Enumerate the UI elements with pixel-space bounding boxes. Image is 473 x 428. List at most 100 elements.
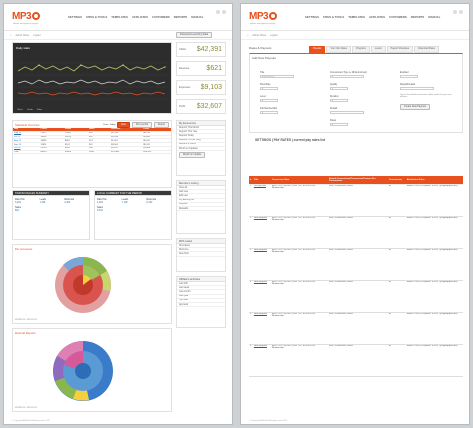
table-cell[interactable]: Total [13, 150, 40, 155]
table-cell[interactable]: Jul 13 [13, 135, 40, 140]
field-quality: Quality ▾ [330, 84, 348, 90]
tab-schedules[interactable]: Payout Schedules [386, 46, 414, 53]
table-cell[interactable]: Oct 13 [13, 146, 40, 151]
tab-own-rates[interactable]: Your Own Rates [326, 46, 351, 53]
export-button[interactable]: Export [154, 121, 169, 128]
home-icon[interactable]: ⌂ [10, 33, 12, 37]
col-day[interactable]: Day [13, 128, 40, 132]
table-cell-title[interactable]: New program [252, 216, 271, 249]
tab-programs[interactable]: Programs [351, 46, 370, 53]
table-cell-title[interactable]: New program [252, 248, 271, 281]
table-cell-title[interactable]: New program [252, 344, 271, 377]
help-icon[interactable] [222, 10, 226, 14]
help-icon[interactable] [459, 10, 463, 14]
nav-affiliates[interactable]: AFFILIATES [368, 15, 385, 19]
table-cell[interactable]: Aug 13 [13, 138, 40, 144]
list-item[interactable]: Reports This Year [177, 130, 225, 135]
col-profit[interactable]: Profit [142, 128, 171, 132]
list-item[interactable]: Approval [177, 303, 225, 308]
flows-select[interactable]: ▾ [330, 122, 348, 126]
membership-select[interactable]: ▾ [260, 110, 278, 114]
duration-select[interactable]: ▾ [330, 98, 348, 102]
tab-payouts[interactable]: Payouts [309, 46, 326, 53]
subbar-admin-home[interactable]: Admin Home [252, 33, 267, 37]
list-item[interactable]: Last year [177, 295, 225, 299]
col-clicks[interactable]: Clicks [39, 128, 64, 132]
col-default[interactable]: Default Commission/Conversion/Custom Per… [327, 176, 388, 185]
enabled-checkbox[interactable] [400, 74, 418, 78]
col-commission[interactable]: Commission [387, 176, 406, 185]
table-cell: $5,311 [142, 142, 171, 147]
list-item[interactable]: My Earning list [177, 199, 225, 203]
conversion-select[interactable]: ▾ [330, 74, 364, 78]
list-item[interactable]: Payouts [177, 203, 225, 207]
list-item[interactable]: Month on Updates [177, 147, 225, 152]
tab-levels[interactable]: Levels [370, 46, 386, 53]
title-input[interactable]: Enter the title... [260, 74, 294, 78]
list-item[interactable]: Add new [177, 190, 225, 195]
list-item[interactable]: Top rank [177, 299, 225, 303]
list-item[interactable]: Last 24h [177, 282, 225, 287]
download-launching-button[interactable]: Download Launching Data [176, 32, 213, 38]
nav-templates[interactable]: TEMPLATES [111, 15, 128, 19]
list-item[interactable]: Reports $ Offers [177, 143, 225, 147]
table-cell[interactable]: Sep 13 [13, 142, 40, 147]
subbar-logout[interactable]: Logout [270, 33, 278, 37]
nav-customers[interactable]: CUSTOMERS [151, 15, 170, 19]
col-leads[interactable]: Leads [63, 128, 88, 132]
table-cell-title[interactable]: New program [252, 312, 271, 345]
brand-logo[interactable]: MP3 [12, 11, 41, 22]
level-select[interactable]: ▾ [260, 98, 278, 102]
nav-customers[interactable]: CUSTOMERS [388, 15, 407, 19]
list-item[interactable]: New Post [177, 252, 225, 257]
nav-manual[interactable]: MANUAL [191, 15, 204, 19]
nav-affiliates[interactable]: AFFILIATES [131, 15, 148, 19]
list-item[interactable]: View all [177, 186, 225, 191]
run-button[interactable]: Run [117, 121, 130, 128]
stat-value: $621 [206, 65, 222, 72]
prev-period-button[interactable]: Prev period [131, 121, 153, 128]
col-conversion[interactable]: Conversion Rate [270, 176, 328, 185]
quality-select[interactable]: ▾ [330, 86, 348, 90]
user-icon[interactable] [453, 10, 457, 14]
list-item[interactable]: Reports Today [177, 134, 225, 139]
col-revenue[interactable]: Revenue [110, 128, 143, 132]
col-title[interactable]: Title [252, 176, 271, 185]
list-item[interactable]: Last month [177, 290, 225, 295]
user-icon[interactable] [216, 10, 220, 14]
col-sales[interactable]: Sales [87, 128, 111, 132]
series-clicks-line [17, 64, 166, 72]
default-input[interactable] [330, 110, 364, 114]
table-cell-title[interactable]: Our pay rate [252, 184, 271, 217]
dispatch-input[interactable] [400, 86, 434, 90]
list-item[interactable]: Reports This Month [177, 126, 225, 131]
list-item[interactable]: Edit user [177, 194, 225, 199]
nav-templates[interactable]: TEMPLATES [348, 15, 365, 19]
nav-settings[interactable]: SETTINGS [68, 15, 82, 19]
list-item[interactable]: Last week [177, 286, 225, 291]
subbar-logout[interactable]: Logout [33, 33, 41, 37]
create-payout-button[interactable]: Create New Payouts [400, 104, 430, 110]
stat-label: Expenses [179, 86, 191, 89]
nav-reports[interactable]: REPORTS [410, 15, 425, 19]
list-item[interactable]: Rewards [177, 207, 225, 212]
nav-settings[interactable]: SETTINGS [305, 15, 319, 19]
list-item[interactable]: Nuts latest [177, 244, 225, 249]
brand-logo[interactable]: MP3 [249, 11, 278, 22]
table-cell-title[interactable]: New program [252, 280, 271, 313]
subbar-admin-home[interactable]: Admin Home [15, 33, 30, 37]
summary-cell: Leads 1,201 [39, 198, 47, 204]
pixel-rate-input[interactable]: $ [260, 86, 278, 90]
tab-download[interactable]: Download Rates [414, 46, 439, 53]
month-update-button[interactable]: Month on Update [179, 152, 206, 159]
list-item[interactable]: Reports (1 Offer only) [177, 139, 225, 143]
table-cell[interactable]: May 13 [13, 131, 40, 136]
nav-sites-tools[interactable]: SITES & TOOLS [323, 15, 345, 19]
nav-manual[interactable]: MANUAL [428, 15, 441, 19]
col-attribution[interactable]: Attribution Rules [405, 176, 463, 185]
home-icon[interactable]: ⌂ [247, 33, 249, 37]
nav-reports[interactable]: REPORTS [173, 15, 188, 19]
nav-sites-tools[interactable]: SITES & TOOLS [86, 15, 108, 19]
list-item[interactable]: Welcome [177, 248, 225, 253]
chart-canvas [17, 62, 168, 100]
